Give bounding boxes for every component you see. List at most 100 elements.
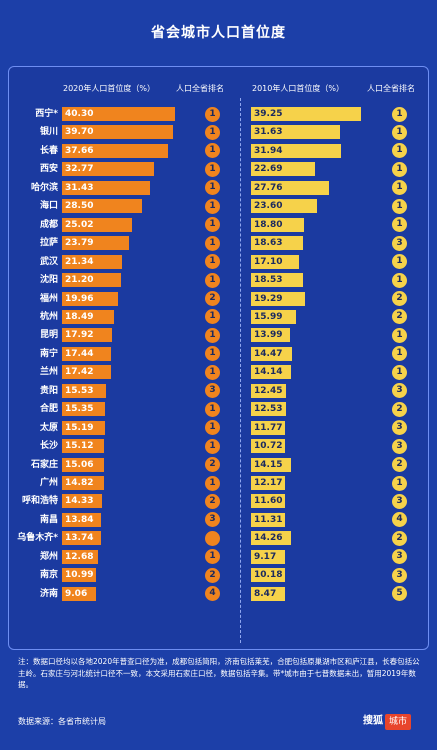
city-label: 西安 bbox=[39, 164, 58, 175]
city-label: 长沙 bbox=[39, 441, 58, 452]
city-label: 杭州 bbox=[39, 311, 58, 322]
chart-row: 成都 25.02 1 18.80 1 bbox=[0, 217, 437, 233]
sohu-city-logo: 搜狐 城市 bbox=[363, 711, 412, 730]
chart-row: 拉萨 23.79 1 18.63 3 bbox=[0, 235, 437, 251]
bar-2010: 14.15 bbox=[251, 457, 291, 472]
bar-2020: 18.49 bbox=[62, 309, 114, 324]
rank-badge-2010: 1 bbox=[392, 180, 407, 196]
rank-badge-2010: 2 bbox=[392, 530, 407, 546]
rank-badge-2010: 1 bbox=[392, 346, 407, 362]
chart-row: 杭州 18.49 1 15.99 2 bbox=[0, 309, 437, 325]
bar-2020: 14.33 bbox=[62, 494, 103, 509]
rank-badge-2020: 1 bbox=[205, 438, 220, 454]
bar-2020: 21.20 bbox=[62, 273, 122, 288]
bar-2020: 21.34 bbox=[62, 254, 122, 269]
rank-badge-2020: 1 bbox=[205, 143, 220, 159]
chart-row: 昆明 17.92 1 13.99 1 bbox=[0, 327, 437, 343]
rank-badge-2010: 1 bbox=[392, 217, 407, 233]
rank-badge-2020: 1 bbox=[205, 364, 220, 380]
chart-row: 福州 19.96 2 19.29 2 bbox=[0, 291, 437, 307]
rank-badge-2020: 1 bbox=[205, 217, 220, 233]
chart-row: 呼和浩特 14.33 2 11.60 3 bbox=[0, 493, 437, 509]
bar-2020: 31.43 bbox=[62, 180, 151, 195]
bar-2010: 19.29 bbox=[251, 291, 306, 306]
chart-row: 济南 9.06 4 8.47 5 bbox=[0, 586, 437, 602]
rank-badge-2010: 1 bbox=[392, 364, 407, 380]
city-label: 兰州 bbox=[39, 367, 58, 378]
rank-badge-2010: 2 bbox=[392, 291, 407, 306]
chart-row: 乌鲁木齐* 13.74 14.26 2 bbox=[0, 530, 437, 546]
rank-badge-2020: 1 bbox=[205, 235, 220, 251]
bar-2020: 32.77 bbox=[62, 162, 154, 177]
chart-row: 南京 10.99 2 10.18 3 bbox=[0, 567, 437, 583]
bar-2020: 15.12 bbox=[62, 439, 105, 454]
city-label: 南京 bbox=[39, 570, 58, 581]
bar-2010: 18.63 bbox=[251, 236, 304, 251]
chart-row: 太原 15.19 1 11.77 3 bbox=[0, 420, 437, 436]
bar-2010: 27.76 bbox=[251, 180, 329, 195]
chart-title: 省会城市人口首位度 bbox=[151, 25, 286, 41]
bar-2010: 13.99 bbox=[251, 328, 291, 343]
bar-2020: 23.79 bbox=[62, 236, 129, 251]
rank-badge-2020: 3 bbox=[205, 512, 220, 528]
header-2010-population-primacy: 2010年人口首位度（%） bbox=[252, 84, 344, 93]
rank-badge-2020: 4 bbox=[205, 586, 220, 602]
rank-badge-2020: 1 bbox=[205, 475, 220, 491]
rank-badge-2020: 2 bbox=[205, 291, 220, 306]
city-label: 长春 bbox=[39, 145, 58, 156]
rank-badge-2010: 2 bbox=[392, 457, 407, 473]
bar-2010: 8.47 bbox=[251, 586, 285, 601]
chart-row: 长沙 15.12 1 10.72 3 bbox=[0, 438, 437, 454]
bar-2010: 12.17 bbox=[251, 476, 286, 490]
bar-2010: 18.80 bbox=[251, 217, 304, 232]
rank-badge-2010: 1 bbox=[392, 254, 407, 270]
rank-badge-2020: 1 bbox=[205, 346, 220, 362]
rank-badge-2010: 3 bbox=[392, 549, 407, 565]
chart-row: 兰州 17.42 1 14.14 1 bbox=[0, 364, 437, 380]
header-2010-province-rank: 人口全省排名 bbox=[367, 84, 415, 93]
chart-row: 南昌 13.84 3 11.31 4 bbox=[0, 512, 437, 528]
rank-badge-2010: 4 bbox=[392, 512, 407, 528]
header-2020-population-primacy: 2020年人口首位度（%） bbox=[63, 84, 155, 93]
bar-2020: 14.82 bbox=[62, 476, 104, 490]
city-label: 乌鲁木齐* bbox=[17, 533, 58, 544]
chart-row: 郑州 12.68 1 9.17 3 bbox=[0, 549, 437, 565]
rank-badge-2020: 1 bbox=[205, 106, 220, 122]
rank-badge-2010: 3 bbox=[392, 420, 407, 436]
chart-row: 贵阳 15.53 3 12.45 3 bbox=[0, 383, 437, 399]
chart-row: 长春 37.66 1 31.94 1 bbox=[0, 143, 437, 159]
bar-2010: 10.18 bbox=[251, 568, 285, 583]
bar-2010: 11.31 bbox=[251, 512, 285, 527]
city-label: 呼和浩特 bbox=[21, 496, 58, 507]
city-label: 哈尔滨 bbox=[30, 182, 58, 193]
logo-badge: 城市 bbox=[385, 713, 412, 730]
rank-badge-2020: 1 bbox=[205, 272, 220, 288]
city-label: 昆明 bbox=[39, 330, 58, 341]
city-label: 南昌 bbox=[39, 514, 58, 525]
bar-2010: 23.60 bbox=[251, 199, 318, 214]
rank-badge-2010: 1 bbox=[392, 327, 407, 343]
rank-badge-2020: 1 bbox=[205, 401, 220, 417]
city-label: 西宁* bbox=[35, 109, 58, 119]
city-label: 武汉 bbox=[39, 256, 58, 267]
footnote: 注：数据口径均以各地2020年普查口径为准，成都包括简阳，济南包括莱芜，合肥包括… bbox=[18, 657, 420, 689]
city-label: 海口 bbox=[39, 201, 58, 212]
chart-row: 沈阳 21.20 1 18.53 1 bbox=[0, 272, 437, 288]
chart-row: 海口 28.50 1 23.60 1 bbox=[0, 198, 437, 214]
rank-badge-2010: 1 bbox=[392, 143, 407, 159]
bar-2020: 15.19 bbox=[62, 420, 105, 435]
bar-2010: 14.47 bbox=[251, 346, 292, 361]
chart-row: 武汉 21.34 1 17.10 1 bbox=[0, 254, 437, 270]
bar-2020: 25.02 bbox=[62, 217, 133, 232]
bar-2020: 12.68 bbox=[62, 549, 98, 564]
bar-2010: 31.63 bbox=[251, 125, 340, 140]
bar-2010: 18.53 bbox=[251, 273, 303, 288]
bar-2010: 11.60 bbox=[251, 494, 285, 509]
rank-badge-2010: 1 bbox=[392, 198, 407, 214]
rank-badge-2020 bbox=[205, 530, 220, 546]
city-label: 成都 bbox=[39, 219, 58, 230]
bar-2010: 12.45 bbox=[251, 383, 286, 398]
bar-2010: 39.25 bbox=[251, 107, 362, 121]
bar-2020: 15.06 bbox=[62, 457, 105, 472]
bar-2010: 12.53 bbox=[251, 402, 287, 417]
